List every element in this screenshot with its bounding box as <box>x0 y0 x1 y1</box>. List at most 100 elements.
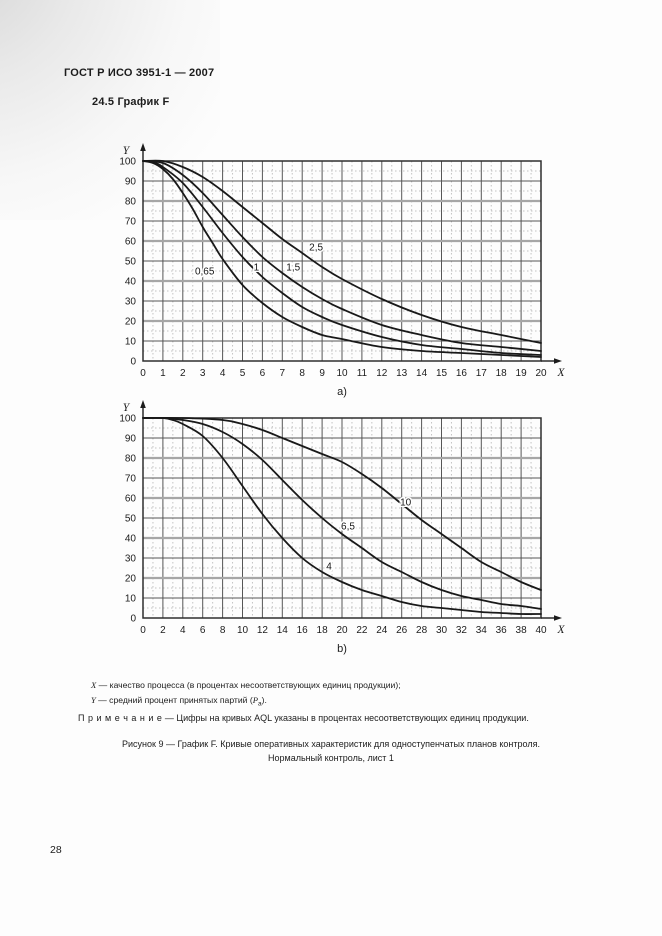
oc-curve <box>142 416 542 615</box>
note-label: П р и м е ч а н и е <box>78 713 163 723</box>
x-tick-label: 22 <box>356 625 368 636</box>
x-tick-label: 34 <box>476 625 488 636</box>
y-tick-label: 70 <box>125 217 137 228</box>
x-tick-label: 30 <box>436 625 448 636</box>
y-tick-label: 50 <box>125 514 137 525</box>
x-tick-label: 16 <box>297 625 309 636</box>
oc-curve <box>142 160 542 358</box>
series-label: 1,5 <box>286 263 300 274</box>
x-tick-label: 8 <box>220 625 226 636</box>
y-tick-label: 20 <box>125 317 137 328</box>
x-tick-label: 17 <box>476 368 488 379</box>
section-heading: 24.5 График F <box>92 96 170 108</box>
y-tick-label: 90 <box>125 177 137 188</box>
note: П р и м е ч а н и е — Цифры на кривых AQ… <box>78 713 529 723</box>
series-label: 1 <box>254 263 260 274</box>
y-tick-label: 40 <box>125 277 137 288</box>
y-tick-label: 50 <box>125 257 137 268</box>
oc-curve <box>142 416 542 591</box>
x-tick-label: 10 <box>336 368 348 379</box>
x-tick-label: 28 <box>416 625 428 636</box>
x-tick-label: 32 <box>456 625 468 636</box>
document-header: ГОСТ Р ИСО 3951-1 — 2007 <box>64 67 215 79</box>
series-label: 2,5 <box>309 243 323 254</box>
x-tick-label: 13 <box>396 368 408 379</box>
figure-caption: Рисунок 9 — График F. Кривые оперативных… <box>0 737 662 765</box>
note-text: — Цифры на кривых AQL указаны в процента… <box>164 713 529 723</box>
y-tick-label: 10 <box>125 337 137 348</box>
x-tick-label: 20 <box>535 368 547 379</box>
y-axis-arrow-icon <box>140 143 146 151</box>
y-tick-label: 100 <box>119 414 136 425</box>
y-tick-label: 60 <box>125 494 137 505</box>
x-axis-arrow-icon <box>554 358 562 364</box>
x-tick-label: 11 <box>357 368 368 379</box>
x-tick-label: 14 <box>416 368 428 379</box>
oc-curve <box>142 160 542 356</box>
x-tick-label: 10 <box>237 625 249 636</box>
series-label: 4 <box>326 562 332 573</box>
x-tick-label: 1 <box>160 368 166 379</box>
y-tick-label: 0 <box>130 357 136 368</box>
y-tick-label: 80 <box>125 197 137 208</box>
chart-sublabel: a) <box>337 386 347 398</box>
y-tick-label: 20 <box>125 574 137 585</box>
x-tick-label: 12 <box>376 368 388 379</box>
y-tick-label: 100 <box>119 157 136 168</box>
x-tick-label: 0 <box>140 368 146 379</box>
y-tick-label: 70 <box>125 474 137 485</box>
plot-border <box>142 160 542 362</box>
curves: 4 6,5 10 <box>142 416 542 615</box>
plot-border <box>142 417 542 619</box>
figure-caption-line1: Рисунок 9 — График F. Кривые оперативных… <box>122 739 540 749</box>
y-tick-label: 90 <box>125 434 137 445</box>
axes: YX <box>123 400 565 636</box>
x-tick-label: 12 <box>257 625 269 636</box>
y-tick-label: 10 <box>125 594 137 605</box>
x-tick-label: 0 <box>140 625 146 636</box>
footnote-x: X — качество процесса (в процентах несоо… <box>91 680 401 690</box>
x-tick-label: 9 <box>319 368 325 379</box>
figure-caption-line2: Нормальный контроль, лист 1 <box>268 753 394 763</box>
x-tick-label: 2 <box>160 625 166 636</box>
x-tick-label: 6 <box>200 625 206 636</box>
y-tick-label: 30 <box>125 554 137 565</box>
x-tick-label: 19 <box>516 368 528 379</box>
x-tick-label: 18 <box>496 368 508 379</box>
major-grid <box>142 161 542 361</box>
chart-sublabel: b) <box>337 643 347 655</box>
y-tick-label: 0 <box>130 614 136 625</box>
x-tick-label: 36 <box>496 625 508 636</box>
x-tick-label: 26 <box>396 625 408 636</box>
x-tick-label: 40 <box>535 625 547 636</box>
x-tick-label: 4 <box>220 368 226 379</box>
x-tick-label: 16 <box>456 368 468 379</box>
x-tick-label: 2 <box>180 368 186 379</box>
y-tick-label: 40 <box>125 534 137 545</box>
x-tick-label: 4 <box>180 625 186 636</box>
series-label: 6,5 <box>341 522 355 533</box>
x-tick-label: 8 <box>299 368 305 379</box>
x-tick-label: 18 <box>317 625 329 636</box>
y-axis-label: Y <box>123 145 131 157</box>
x-tick-label: 24 <box>376 625 388 636</box>
y-axis-arrow-icon <box>140 400 146 408</box>
axis-legend: X — качество процесса (в процентах несоо… <box>91 678 401 712</box>
curves: 0,65 1 1,5 2,5 <box>142 159 542 358</box>
series-label: 0,65 <box>195 267 215 278</box>
x-tick-label: 6 <box>260 368 266 379</box>
y-tick-label: 60 <box>125 237 137 248</box>
y-tick-label: 80 <box>125 454 137 465</box>
x-tick-label: 5 <box>240 368 246 379</box>
x-tick-label: 38 <box>516 625 528 636</box>
footnote-y: Y — средний процент принятых партий (Pa)… <box>91 694 267 708</box>
series-label: 10 <box>400 498 412 509</box>
x-tick-label: 15 <box>436 368 448 379</box>
oc-curve <box>142 159 542 344</box>
x-tick-label: 3 <box>200 368 206 379</box>
x-tick-label: 7 <box>280 368 286 379</box>
y-tick-label: 30 <box>125 297 137 308</box>
